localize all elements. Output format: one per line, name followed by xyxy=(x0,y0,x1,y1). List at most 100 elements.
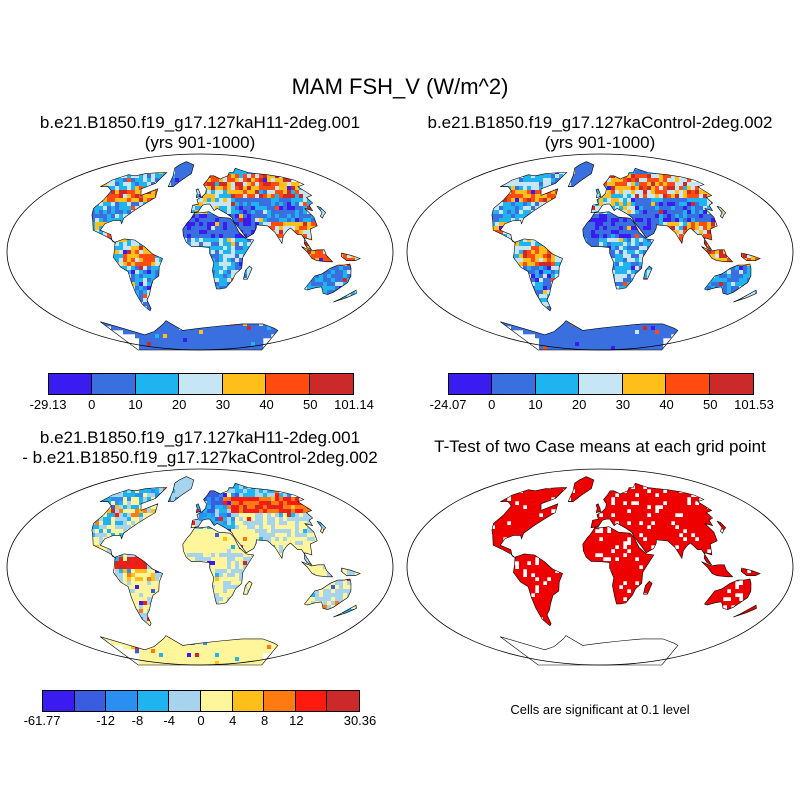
coastline-eurasia xyxy=(590,482,718,566)
panel-1-map xyxy=(6,153,394,351)
coastline-britain xyxy=(595,188,602,199)
panel-1-title: b.e21.B1850.f19_g17.127kaH11-2deg.001 (y… xyxy=(0,113,400,153)
map-border xyxy=(406,153,794,351)
coastlines xyxy=(491,161,761,351)
legend-tick-label: 101.53 xyxy=(734,397,774,412)
panel-2-map xyxy=(406,153,794,351)
legend-tick-label: 0 xyxy=(197,713,205,728)
panel-4-title: T-Test of two Case means at each grid po… xyxy=(400,437,800,457)
coastline-indonesia xyxy=(701,246,734,263)
panel-4-note: Cells are significant at 0.1 level xyxy=(510,702,690,717)
coastline-eurasia xyxy=(190,167,318,251)
map-border xyxy=(6,153,394,351)
legend-tick-label: -12 xyxy=(96,713,115,728)
legend-swatch xyxy=(309,374,353,394)
coastline-southAmerica xyxy=(113,553,163,627)
coastline-newzealand xyxy=(333,604,357,618)
coastline-britain xyxy=(595,503,602,514)
coastline-southAmerica xyxy=(513,238,563,312)
legend-tick-label: 30.36 xyxy=(343,713,377,728)
legend-swatch xyxy=(200,691,233,711)
legend-swatch xyxy=(264,691,296,711)
coastline-antarctica xyxy=(500,635,679,666)
legend-tick-label: -4 xyxy=(163,713,175,728)
legend-swatch xyxy=(579,374,623,394)
panel-3-legend xyxy=(42,690,360,712)
coastline-newguinea xyxy=(740,567,761,576)
coastline-northAmerica xyxy=(91,487,168,559)
legend-tick-label: -29.13 xyxy=(29,397,67,412)
panel-2-legend xyxy=(448,373,754,395)
legend-tick-label: 40 xyxy=(659,397,674,412)
coastline-indonesia xyxy=(701,561,734,578)
legend-tick-label: 20 xyxy=(571,397,587,412)
coastline-eurasia xyxy=(190,482,318,566)
panel-1-legend-labels: -29.13 0 10 20 30 40 50 101.14 xyxy=(0,397,400,415)
panel-3-legend-labels: -61.77 -12 -8 -4 0 4 8 12 30.36 xyxy=(0,713,400,731)
coastline-africa xyxy=(582,211,655,290)
coastline-madagascar xyxy=(243,580,253,595)
legend-tick-label: 10 xyxy=(128,397,143,412)
coastline-britain xyxy=(195,188,202,199)
legend-swatch xyxy=(137,691,170,711)
legend-swatch xyxy=(49,374,93,394)
panel-4-title-line1: T-Test of two Case means at each grid po… xyxy=(434,437,766,456)
coastline-africa xyxy=(182,526,255,605)
panel-3-map xyxy=(6,468,394,666)
legend-swatch xyxy=(327,691,359,711)
map-border xyxy=(6,468,394,666)
coastline-australia xyxy=(704,263,752,295)
legend-tick-label: 0 xyxy=(488,397,496,412)
panel-2-title: b.e21.B1850.f19_g17.127kaControl-2deg.00… xyxy=(400,113,800,153)
map-cells xyxy=(491,476,761,634)
legend-swatch xyxy=(106,691,138,711)
coastline-australia xyxy=(704,578,752,610)
legend-tick-label: 30 xyxy=(615,397,631,412)
panel-3-title: b.e21.B1850.f19_g17.127kaH11-2deg.001 - … xyxy=(0,428,400,468)
legend-swatch xyxy=(74,691,107,711)
map-border xyxy=(406,468,794,666)
coastlines xyxy=(91,161,361,351)
legend-swatch xyxy=(169,691,201,711)
coastline-antarctica xyxy=(100,635,279,666)
panel-1-title-line2: (yrs 901-1000) xyxy=(144,133,256,152)
coastline-northAmerica xyxy=(491,487,568,559)
legend-swatch xyxy=(295,691,328,711)
coastline-southAmerica xyxy=(513,553,563,627)
coastline-japan xyxy=(316,205,327,219)
coastline-greenland xyxy=(167,476,195,502)
panel-4-map xyxy=(406,468,794,666)
coastline-northAmerica xyxy=(491,172,568,244)
panel-3-title-line2: - b.e21.B1850.f19_g17.127kaControl-2deg.… xyxy=(22,448,378,467)
legend-tick-label: 101.14 xyxy=(334,397,374,412)
coastlines xyxy=(91,476,361,666)
legend-swatch xyxy=(449,374,493,394)
coastline-newzealand xyxy=(333,289,357,303)
coastline-australia xyxy=(304,263,352,295)
coastline-japan xyxy=(316,520,327,534)
coastline-australia xyxy=(304,578,352,610)
legend-tick-label: 50 xyxy=(303,397,318,412)
coastline-newguinea xyxy=(340,567,361,576)
panel-1-legend xyxy=(48,373,354,395)
coastline-greenland xyxy=(567,161,595,187)
coastline-greenland xyxy=(567,476,595,502)
coastline-indonesia xyxy=(301,246,334,263)
coastline-antarctica xyxy=(500,320,679,351)
legend-swatch xyxy=(135,374,180,394)
coastlines xyxy=(491,476,761,666)
legend-tick-label: 8 xyxy=(260,713,269,728)
coastline-eurasia xyxy=(590,167,718,251)
coastline-greenland xyxy=(167,161,195,187)
coastline-madagascar xyxy=(243,265,253,280)
legend-swatch xyxy=(266,374,310,394)
coastline-newzealand xyxy=(733,289,757,303)
legend-swatch xyxy=(179,374,223,394)
panel-2-title-line2: (yrs 901-1000) xyxy=(544,133,656,152)
legend-tick-label: -61.77 xyxy=(23,713,61,728)
panel-2-title-line1: b.e21.B1850.f19_g17.127kaControl-2deg.00… xyxy=(427,113,773,132)
coastline-northAmerica xyxy=(91,172,168,244)
coastline-africa xyxy=(582,526,655,605)
coastline-africa xyxy=(182,211,255,290)
legend-tick-label: -24.07 xyxy=(429,397,467,412)
